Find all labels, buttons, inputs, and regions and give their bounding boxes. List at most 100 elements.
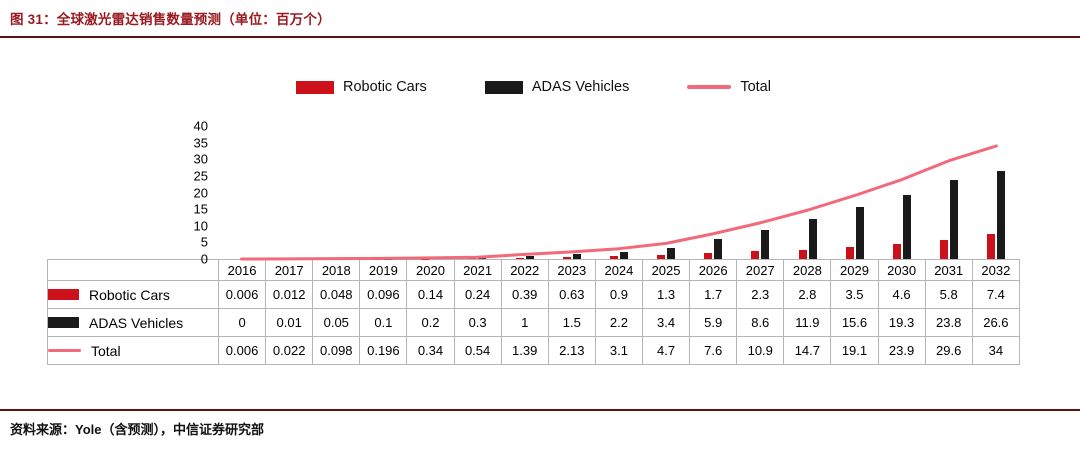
- figure-title: 图 31：全球激光雷达销售数量预测（单位：百万个）: [10, 12, 331, 27]
- total-value-cell: 34: [971, 336, 1021, 365]
- total-value-cell: 29.6: [924, 336, 973, 365]
- adas-vehicles-bar-swatch: [484, 80, 523, 94]
- robotic-cars-bar-swatch: [296, 80, 334, 94]
- series-label: ADAS Vehicles: [89, 314, 184, 331]
- adas-vehicles-value-cell: 2.2: [594, 308, 643, 337]
- robotic-cars-value-cell: 2.8: [783, 280, 832, 309]
- adas-vehicles-bar: [855, 207, 864, 259]
- robotic-cars-value-cell: 0.096: [359, 280, 408, 309]
- series-label-inner: Robotic Cars: [48, 287, 218, 303]
- robotic-cars-value-cell: 0.63: [547, 280, 596, 309]
- source-note: 资料来源：Yole（含预测），中信证券研究部: [10, 422, 264, 437]
- year-cell: 2031: [924, 259, 973, 281]
- robotic-cars-value-cell: 2.3: [736, 280, 785, 309]
- bar-group-2026: [690, 126, 737, 259]
- chart-legend: Robotic Cars ADAS Vehicles Total: [47, 78, 1020, 96]
- total-value-cell: 4.7: [641, 336, 691, 365]
- bar-group-2030: [878, 126, 925, 259]
- total-value-cell: 3.1: [594, 336, 643, 365]
- robotic-cars-bar: [609, 256, 618, 259]
- adas-vehicles-value-cell: 3.4: [641, 308, 691, 337]
- table-row-adas-vehicles: ADAS Vehicles 0 0.01 0.05 0.1 0.2 0.3 1 1.5 2.2 3.…: [47, 308, 1021, 337]
- figure-footer: 资料来源：Yole（含预测），中信证券研究部: [0, 409, 1080, 447]
- total-value-cell: 0.022: [265, 336, 314, 365]
- robotic-cars-value-cell: 0.012: [265, 280, 314, 309]
- adas-vehicles-value-cell: 1.5: [547, 308, 596, 337]
- total-value-cell: 14.7: [783, 336, 832, 365]
- adas-vehicles-bar: [808, 219, 817, 259]
- year-cell: 2032: [971, 259, 1021, 281]
- robotic-cars-bar: [845, 247, 854, 259]
- robotic-cars-bar: [515, 257, 524, 259]
- total-value-cell: 2.13: [547, 336, 596, 365]
- total-value-cell: 0.006: [217, 336, 267, 365]
- y-tick-label: 10: [193, 218, 208, 234]
- robotic-cars-bar: [798, 249, 807, 259]
- total-line-swatch: [48, 348, 81, 353]
- year-cell: 2024: [594, 259, 643, 281]
- series-label: Total: [91, 342, 121, 359]
- adas-vehicles-value-cell: 8.6: [736, 308, 785, 337]
- robotic-cars-value-cell: 0.048: [312, 280, 361, 309]
- robotic-cars-bar: [704, 253, 713, 259]
- y-tick-label: 40: [193, 118, 208, 134]
- adas-vehicles-bar: [714, 239, 723, 259]
- year-cell: 2022: [500, 259, 549, 281]
- chart-section: Robotic Cars ADAS Vehicles Total 0 5 10 15 20 2…: [47, 78, 1021, 365]
- robotic-cars-value-cell: 0.006: [217, 280, 267, 309]
- series-label-inner: Total: [48, 343, 218, 359]
- adas-vehicles-value-cell: 26.6: [971, 308, 1021, 337]
- year-cell: 2030: [877, 259, 926, 281]
- year-cell: 2028: [783, 259, 832, 281]
- robotic-cars-bar-swatch: [48, 289, 79, 300]
- robotic-cars-value-cell: 3.5: [830, 280, 879, 309]
- legend-item-robotic-cars: Robotic Cars: [296, 79, 427, 95]
- y-tick-label: 30: [193, 151, 208, 167]
- series-label-cell: Total: [47, 336, 219, 365]
- bar-group-2032: [973, 126, 1020, 259]
- adas-vehicles-bar: [997, 170, 1006, 259]
- adas-vehicles-value-cell: 0.3: [453, 308, 502, 337]
- y-axis: 0 5 10 15 20 25 30 35 40: [47, 120, 218, 266]
- robotic-cars-bar: [940, 239, 949, 259]
- robotic-cars-value-cell: 0.24: [453, 280, 502, 309]
- adas-vehicles-bar: [667, 247, 676, 259]
- adas-vehicles-bar: [572, 254, 581, 259]
- adas-vehicles-value-cell: 23.8: [924, 308, 973, 337]
- bar-group-2027: [737, 126, 784, 259]
- total-line-path: [242, 146, 997, 259]
- bar-group-2016: [218, 126, 265, 259]
- robotic-cars-value-cell: 1.3: [641, 280, 691, 309]
- y-tick-label: 25: [193, 168, 208, 184]
- adas-vehicles-value-cell: 19.3: [877, 308, 926, 337]
- total-value-cell: 10.9: [736, 336, 785, 365]
- year-cell: 2029: [830, 259, 879, 281]
- total-value-cell: 19.1: [830, 336, 879, 365]
- adas-vehicles-bar: [761, 230, 770, 259]
- adas-vehicles-bar: [478, 258, 487, 259]
- robotic-cars-bar: [751, 251, 760, 259]
- bar-group-2022: [501, 126, 548, 259]
- legend-label: ADAS Vehicles: [531, 79, 630, 95]
- total-value-cell: 0.196: [359, 336, 408, 365]
- legend-label: Total: [740, 79, 771, 95]
- y-tick-label: 0: [200, 251, 208, 267]
- total-value-cell: 0.54: [453, 336, 502, 365]
- chart-area: 0 5 10 15 20 25 30 35 40: [47, 120, 1020, 266]
- adas-vehicles-value-cell: 0: [217, 308, 267, 337]
- total-value-cell: 23.9: [877, 336, 926, 365]
- bar-group-2023: [548, 126, 595, 259]
- series-label-cell: Robotic Cars: [47, 280, 219, 309]
- robotic-cars-value-cell: 7.4: [971, 280, 1021, 309]
- robotic-cars-bar: [657, 254, 666, 259]
- legend-item-total: Total: [687, 79, 771, 95]
- robotic-cars-value-cell: 5.8: [924, 280, 973, 309]
- series-label-inner: ADAS Vehicles: [48, 315, 218, 331]
- adas-vehicles-value-cell: 15.6: [830, 308, 879, 337]
- legend-item-adas-vehicles: ADAS Vehicles: [484, 79, 630, 95]
- robotic-cars-value-cell: 0.9: [594, 280, 643, 309]
- robotic-cars-bar: [892, 243, 901, 259]
- robotic-cars-value-cell: 0.14: [406, 280, 455, 309]
- bar-groups: [218, 126, 1020, 259]
